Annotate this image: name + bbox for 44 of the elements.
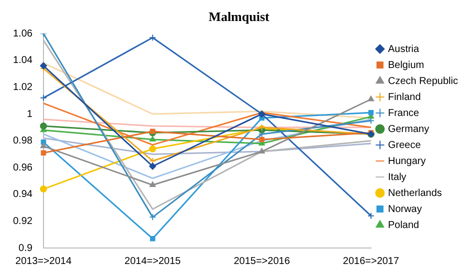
- y-tick-label: 1.02: [12, 82, 33, 93]
- point: [40, 142, 47, 148]
- legend-label: Italy: [388, 172, 406, 183]
- point: [40, 62, 47, 70]
- point: [150, 182, 156, 188]
- point: [368, 96, 374, 102]
- point: [40, 122, 47, 130]
- legend-label: Hungary: [388, 156, 426, 167]
- point: [149, 162, 156, 170]
- y-tick-label: 0.92: [12, 216, 33, 227]
- y-tick-label: 0.94: [12, 189, 33, 200]
- x-tick-label: 2013=>2014: [15, 256, 72, 267]
- point: [149, 214, 156, 221]
- y-tick-label: 0.98: [12, 136, 33, 147]
- point: [149, 145, 156, 152]
- x-tick-label: 2016=>2017: [342, 256, 400, 267]
- legend-label: Netherlands: [388, 188, 442, 199]
- legend-label: Greece: [388, 140, 422, 151]
- legend-label: France: [388, 108, 420, 119]
- point: [40, 150, 46, 156]
- legend-label: Norway: [388, 204, 422, 215]
- legend-label: Austria: [388, 44, 420, 55]
- y-tick-label: 1: [26, 108, 33, 120]
- legend-label: Germany: [388, 124, 430, 135]
- legend-label: Poland: [388, 220, 420, 231]
- x-tick-label: 2014=>2015: [124, 256, 182, 267]
- y-tick-label: 0.96: [12, 162, 33, 174]
- point: [149, 157, 156, 164]
- point: [258, 148, 265, 154]
- chart-title: Malmquist: [208, 9, 270, 24]
- y-tick-label: 1.04: [12, 55, 33, 66]
- point: [150, 236, 156, 242]
- y-tick-label: 1.06: [12, 28, 33, 40]
- x-tick-label: 2015=>2016: [234, 256, 290, 267]
- legend-label: Belgium: [388, 60, 424, 71]
- legend-label: Czech Republic: [388, 76, 458, 87]
- y-tick-label: 0.9: [18, 242, 33, 254]
- point: [150, 136, 156, 142]
- point: [259, 136, 264, 142]
- legend-label: Finland: [388, 92, 421, 103]
- point: [368, 110, 374, 116]
- point: [258, 130, 266, 138]
- point: [40, 186, 47, 193]
- point: [149, 34, 156, 42]
